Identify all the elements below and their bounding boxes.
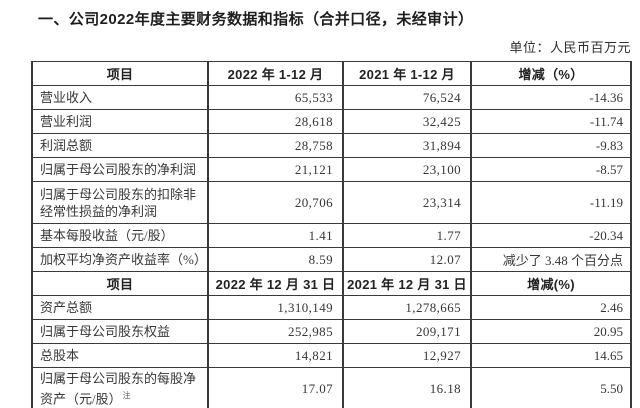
footnote-marker: 注: [122, 390, 131, 400]
table-row: 基本每股收益（元/股） 1.41 1.77 -20.34: [31, 223, 632, 248]
value-2022: 20,706: [207, 181, 344, 224]
header-change: 增减(%): [470, 271, 632, 296]
header-item: 项目: [31, 271, 209, 296]
value-2022: 8.59: [207, 247, 344, 272]
table-row: 归属于母公司股东的扣除非经常性损益的净利润 20,706 23,314 -11.…: [31, 181, 632, 224]
row-label: 基本每股收益（元/股）: [31, 223, 209, 248]
page-title: 一、公司2022年度主要财务数据和指标（合并口径，未经审计）: [38, 11, 474, 28]
table-row: 总股本 14,821 12,927 14.65: [31, 343, 632, 368]
table-header-row-date: 项目 2022 年 12 月 31 日 2021 年 12 月 31 日 增减(…: [31, 271, 632, 296]
row-label: 营业利润: [31, 109, 209, 134]
value-2022: 1,310,149: [207, 295, 344, 320]
value-2022: 1.41: [207, 223, 344, 248]
value-2021: 76,524: [342, 85, 472, 110]
value-change: -11.74: [470, 109, 632, 134]
unit-label: 单位：人民币百万元: [509, 40, 631, 55]
value-2021: 1.77: [342, 223, 472, 248]
table-row: 营业收入 65,533 76,524 -14.36: [31, 85, 632, 110]
value-2021: 12.07: [342, 247, 472, 272]
value-2021: 16.18: [342, 367, 472, 408]
value-2022: 14,821: [207, 343, 344, 368]
value-2021: 209,171: [342, 319, 472, 344]
header-2022-date: 2022 年 12 月 31 日: [207, 271, 344, 296]
value-2022: 21,121: [207, 157, 344, 182]
table-row: 利润总额 28,758 31,894 -9.83: [31, 133, 632, 158]
row-label: 总股本: [31, 343, 209, 368]
header-change: 增减（%）: [470, 61, 632, 86]
value-change: 2.46: [470, 295, 632, 320]
value-2022: 28,618: [207, 109, 344, 134]
row-label: 利润总额: [31, 133, 209, 158]
table-header-row-period: 项目 2022 年 1-12 月 2021 年 1-12 月 增减（%）: [31, 61, 632, 86]
value-change: 减少了 3.48 个百分点: [470, 247, 632, 272]
table-row: 资产总额 1,310,149 1,278,665 2.46: [31, 295, 632, 320]
value-change: 5.50: [470, 367, 632, 408]
row-label: 加权平均净资产收益率（%）: [31, 247, 209, 272]
header-item: 项目: [31, 61, 209, 86]
value-change: -20.34: [470, 223, 632, 248]
table-row: 加权平均净资产收益率（%） 8.59 12.07 减少了 3.48 个百分点: [31, 247, 632, 272]
row-label: 归属于母公司股东的每股净资产（元/股）注: [31, 367, 209, 408]
value-2021: 1,278,665: [342, 295, 472, 320]
value-change: 20.95: [470, 319, 632, 344]
value-change: -9.83: [470, 133, 632, 158]
value-change: -11.19: [470, 181, 632, 224]
value-2021: 23,100: [342, 157, 472, 182]
value-2022: 65,533: [207, 85, 344, 110]
row-label: 营业收入: [31, 85, 209, 110]
header-2022-period: 2022 年 1-12 月: [207, 61, 344, 86]
row-label: 归属于母公司股东的扣除非经常性损益的净利润: [31, 181, 209, 224]
header-2021-date: 2021 年 12 月 31 日: [342, 271, 472, 296]
value-2021: 23,314: [342, 181, 472, 224]
value-2022: 17.07: [207, 367, 344, 408]
row-label-text: 归属于母公司股东的每股净资产（元/股）: [40, 370, 197, 407]
row-label: 归属于母公司股东权益: [31, 319, 209, 344]
value-change: -14.36: [470, 85, 632, 110]
header-2021-period: 2021 年 1-12 月: [342, 61, 472, 86]
row-label: 资产总额: [31, 295, 209, 320]
value-2022: 28,758: [207, 133, 344, 158]
table-row: 归属于母公司股东的净利润 21,121 23,100 -8.57: [31, 157, 632, 182]
table-row: 归属于母公司股东的每股净资产（元/股）注 17.07 16.18 5.50: [31, 367, 632, 408]
value-change: 14.65: [470, 343, 632, 368]
value-2021: 12,927: [342, 343, 472, 368]
table-row: 营业利润 28,618 32,425 -11.74: [31, 109, 632, 134]
value-2021: 31,894: [342, 133, 472, 158]
row-label: 归属于母公司股东的净利润: [31, 157, 209, 182]
value-2022: 252,985: [207, 319, 344, 344]
financial-data-table: 项目 2022 年 1-12 月 2021 年 1-12 月 增减（%） 营业收…: [31, 61, 632, 408]
value-change: -8.57: [470, 157, 632, 182]
table-row: 归属于母公司股东权益 252,985 209,171 20.95: [31, 319, 632, 344]
value-2021: 32,425: [342, 109, 472, 134]
